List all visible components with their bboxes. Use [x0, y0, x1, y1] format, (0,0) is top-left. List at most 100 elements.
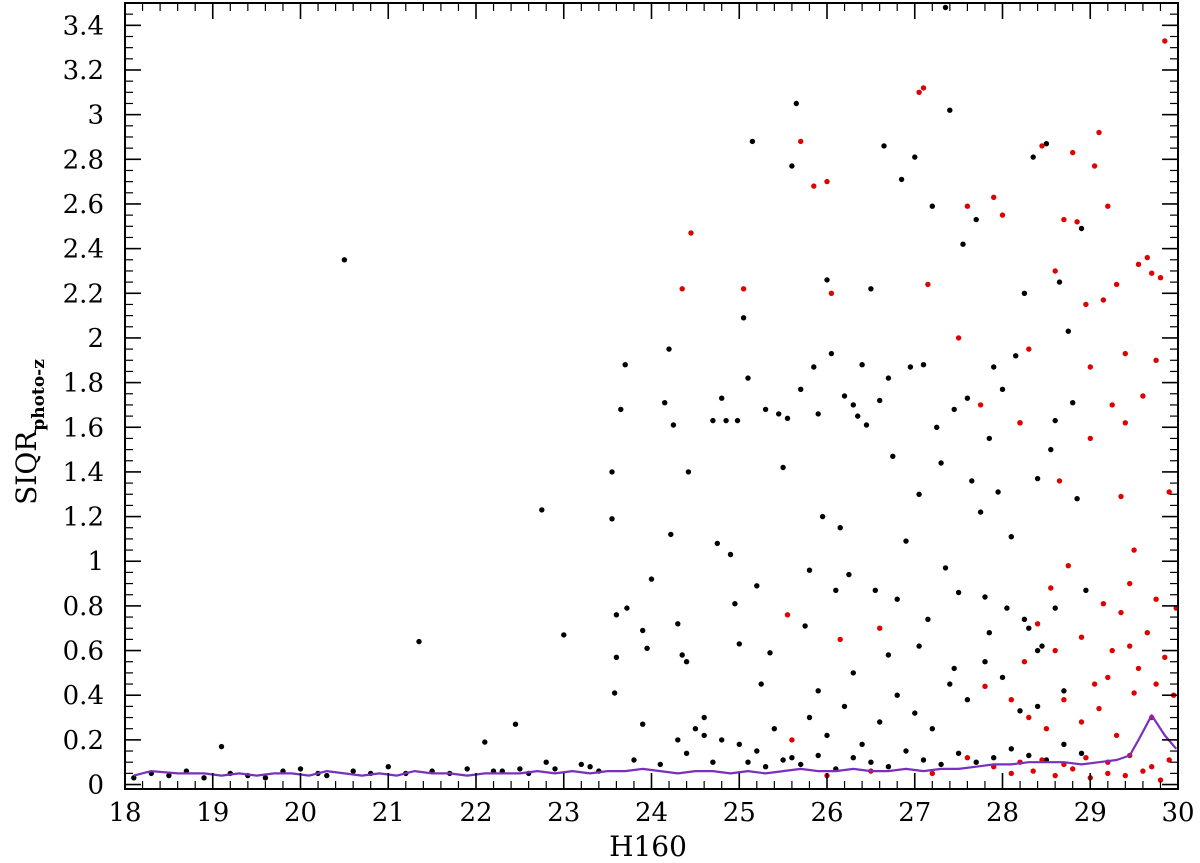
data-point: [1021, 659, 1028, 665]
data-point: [894, 692, 900, 698]
data-point: [824, 178, 830, 185]
data-point: [1004, 605, 1010, 611]
data-point: [999, 674, 1006, 681]
y-tick-label: 0.4: [63, 681, 104, 711]
data-point: [539, 507, 545, 513]
data-point: [784, 415, 791, 421]
data-point: [798, 138, 804, 145]
data-point: [850, 755, 856, 761]
data-point: [517, 766, 523, 772]
data-point: [754, 583, 760, 589]
data-point: [929, 203, 935, 209]
data-point: [789, 737, 795, 743]
data-point: [789, 755, 795, 761]
data-point: [907, 364, 914, 370]
data-point: [609, 469, 615, 475]
y-tick-label: 1: [87, 547, 104, 577]
data-point: [1131, 547, 1137, 553]
data-point: [1034, 621, 1041, 627]
data-point: [670, 422, 677, 428]
data-point: [776, 411, 782, 417]
data-point: [762, 406, 769, 413]
data-point: [934, 424, 940, 430]
data-point: [201, 775, 207, 781]
data-point: [543, 759, 549, 765]
data-point: [977, 509, 984, 515]
data-point: [894, 596, 900, 602]
data-point: [982, 594, 988, 600]
data-point: [793, 100, 799, 107]
data-point: [955, 335, 962, 341]
data-point: [986, 630, 992, 636]
data-point: [1166, 757, 1172, 763]
y-tick-labels: 0 0.2 0.4 0.6 0.8 1 1.2 1.4 1.6 1.8 2 2.2 2.4 2.6 2.8 3…: [63, 11, 104, 800]
data-point: [929, 770, 935, 777]
y-axis-label-sub: photo-z: [29, 359, 49, 431]
data-point: [824, 732, 830, 739]
data-point: [1078, 225, 1085, 232]
median-line-layer: [133, 714, 1178, 777]
data-point: [675, 621, 681, 627]
data-point: [1122, 772, 1129, 779]
data-point: [1118, 609, 1124, 616]
x-tick-label: 22: [459, 798, 492, 828]
data-point: [679, 286, 685, 292]
data-point: [982, 659, 988, 665]
data-point: [815, 752, 821, 759]
data-point: [1096, 705, 1102, 712]
data-point: [131, 775, 137, 781]
data-point: [802, 623, 808, 629]
data-point: [912, 710, 918, 716]
data-point: [811, 183, 817, 189]
data-point: [1105, 674, 1111, 681]
data-point: [1039, 143, 1045, 149]
data-point: [350, 768, 356, 774]
data-point: [1061, 741, 1067, 747]
data-point: [745, 759, 751, 765]
data-point: [986, 435, 992, 442]
data-point: [1021, 616, 1028, 622]
data-point: [662, 400, 668, 406]
x-tick-label: 26: [810, 798, 843, 828]
data-point: [1030, 154, 1036, 160]
y-tick-label: 3.4: [63, 11, 104, 41]
y-tick-label: 0.6: [63, 637, 104, 667]
data-point: [1131, 690, 1137, 696]
y-tick-label: 3: [87, 101, 104, 131]
data-point: [942, 4, 949, 11]
x-tick-label: 21: [372, 798, 405, 828]
data-point: [416, 638, 422, 645]
data-point: [1083, 301, 1089, 308]
data-point: [850, 402, 856, 408]
data-point: [1087, 364, 1094, 370]
data-point: [749, 138, 756, 145]
data-point: [1026, 714, 1032, 721]
x-tick-label: 20: [284, 798, 317, 828]
data-point: [482, 739, 488, 745]
data-point: [837, 525, 843, 531]
data-point: [828, 290, 835, 296]
data-point: [815, 688, 821, 694]
x-tick-label: 24: [635, 798, 668, 828]
data-point: [890, 453, 896, 459]
data-point: [863, 422, 870, 428]
data-point: [710, 417, 716, 424]
data-point: [1096, 129, 1102, 136]
data-point: [578, 761, 584, 768]
data-point: [1048, 446, 1054, 453]
y-tick-label: 2.6: [63, 190, 104, 220]
y-tick-label: 3.2: [63, 56, 104, 86]
data-point: [618, 406, 624, 413]
data-point: [657, 761, 663, 768]
data-point: [920, 362, 927, 368]
data-point: [464, 766, 470, 772]
data-point: [1149, 764, 1155, 770]
data-point: [819, 513, 826, 520]
data-point: [1144, 254, 1151, 261]
plot-frame: [124, 2, 1179, 790]
data-point: [789, 163, 795, 169]
data-point: [512, 721, 519, 727]
data-point: [714, 540, 720, 547]
data-point: [885, 764, 892, 770]
